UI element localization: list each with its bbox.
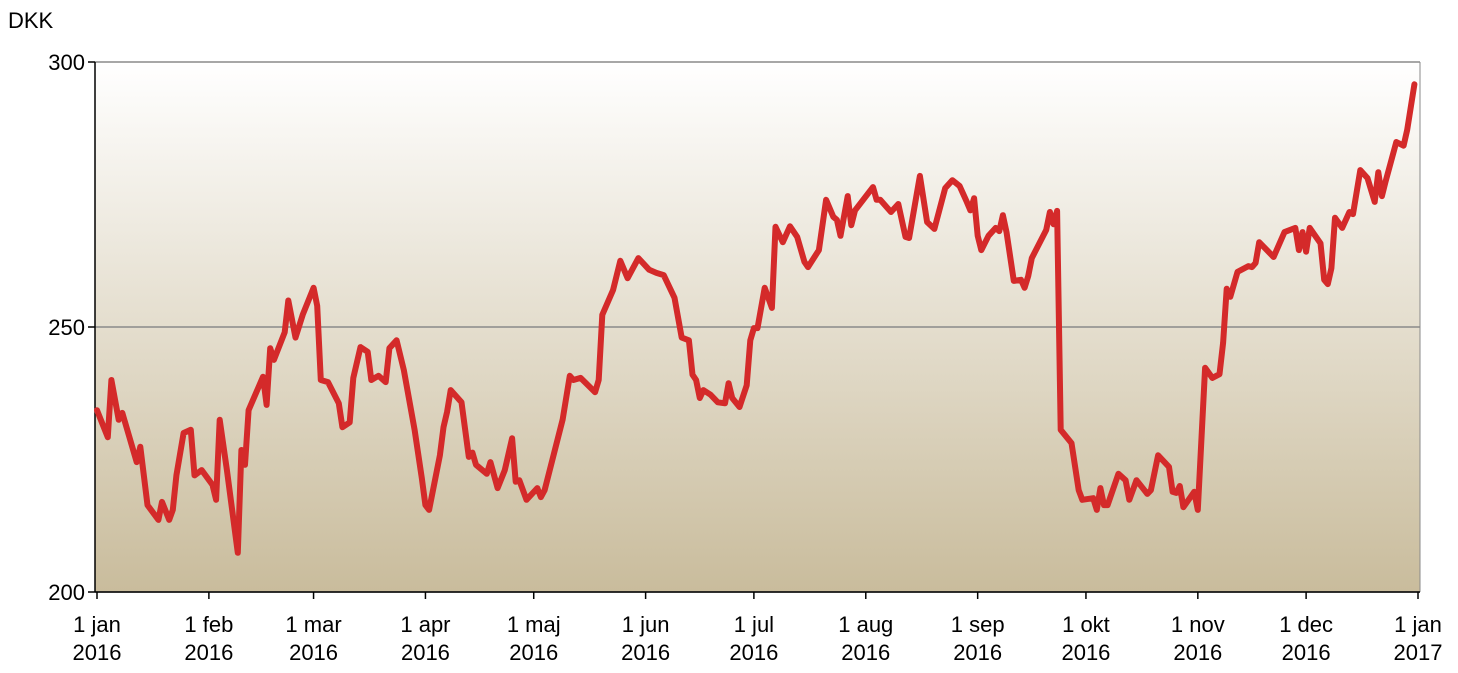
x-tick-label: 2016 bbox=[729, 640, 778, 665]
y-tick-label: 300 bbox=[48, 50, 85, 75]
y-tick-label: 250 bbox=[48, 315, 85, 340]
x-tick-label: 2016 bbox=[73, 640, 122, 665]
x-tick-label: 1 jul bbox=[734, 612, 774, 637]
x-tick-label: 1 aug bbox=[838, 612, 893, 637]
x-tick-label: 1 apr bbox=[400, 612, 450, 637]
x-tick-label: 1 jun bbox=[622, 612, 670, 637]
x-tick-label: 1 jan bbox=[1394, 612, 1442, 637]
x-tick-label: 1 nov bbox=[1171, 612, 1225, 637]
x-tick-label: 2016 bbox=[953, 640, 1002, 665]
x-tick-label: 2016 bbox=[509, 640, 558, 665]
x-tick-label: 1 mar bbox=[285, 612, 341, 637]
y-axis-label: DKK bbox=[8, 8, 54, 33]
x-tick-label: 2016 bbox=[401, 640, 450, 665]
x-tick-label: 2017 bbox=[1394, 640, 1443, 665]
x-tick-label: 1 sep bbox=[951, 612, 1005, 637]
y-tick-label: 200 bbox=[48, 580, 85, 605]
x-tick-label: 2016 bbox=[841, 640, 890, 665]
x-tick-label: 2016 bbox=[1173, 640, 1222, 665]
x-tick-label: 2016 bbox=[1061, 640, 1110, 665]
price-line bbox=[94, 81, 1418, 556]
x-tick-label: 2016 bbox=[184, 640, 233, 665]
x-tick-label: 2016 bbox=[621, 640, 670, 665]
x-tick-label: 1 dec bbox=[1279, 612, 1333, 637]
x-tick-label: 1 feb bbox=[184, 612, 233, 637]
x-tick-label: 2016 bbox=[1282, 640, 1331, 665]
x-tick-label: 1 okt bbox=[1062, 612, 1110, 637]
x-tick-label: 2016 bbox=[289, 640, 338, 665]
x-tick-label: 1 jan bbox=[73, 612, 121, 637]
x-tick-label: 1 maj bbox=[507, 612, 561, 637]
